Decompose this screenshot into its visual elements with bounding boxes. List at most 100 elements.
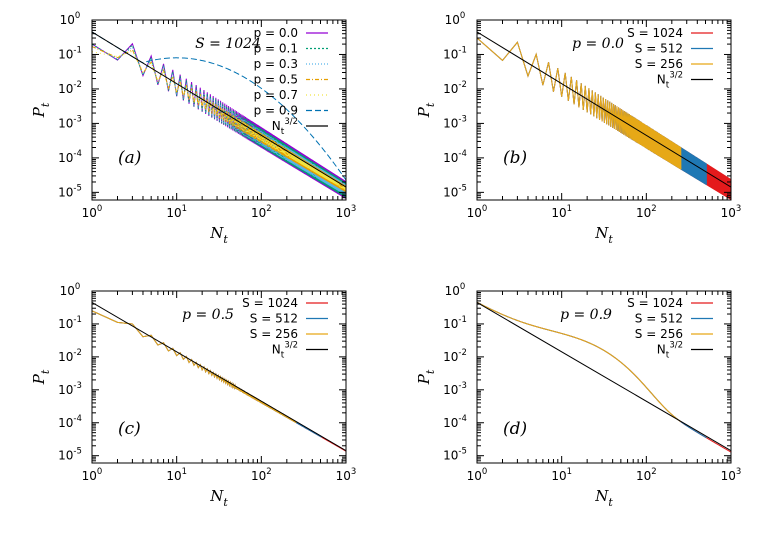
y-axis-label-main: P	[30, 373, 48, 385]
y-axis-label-sub: t	[39, 369, 52, 374]
x-tick-label: 102	[636, 467, 657, 483]
y-tick-base: 10	[60, 284, 75, 298]
panel-curves	[92, 301, 346, 452]
y-tick-exponent: -4	[458, 414, 466, 424]
panel-3: 100 101 102 10310010-110-210-310-410-5NtPtp…	[30, 282, 356, 509]
x-tick-label: 102	[251, 467, 272, 483]
panel-letter: (b)	[503, 148, 527, 168]
x-axis-label-main: N	[594, 224, 609, 242]
panel-letter: (a)	[118, 148, 141, 168]
y-tick-exponent: -3	[73, 114, 81, 124]
legend-label: S = 512	[635, 42, 683, 56]
series-line-s-256	[92, 310, 297, 423]
reference-line	[477, 31, 731, 188]
x-tick-base: 10	[251, 206, 266, 220]
legend-label: Nt3/2	[272, 117, 298, 137]
y-tick-exponent: -4	[458, 149, 466, 159]
y-tick-exponent: -5	[458, 183, 466, 193]
reference-line	[92, 301, 346, 452]
y-tick-base: 10	[58, 416, 73, 430]
x-tick-base: 10	[166, 469, 181, 483]
panel-2: 100 101 102 10310010-110-210-310-410-5NtPtp…	[415, 11, 741, 246]
x-tick-exponent: 0	[482, 204, 487, 214]
y-tick-label: 10-3	[58, 381, 82, 397]
x-tick-label: 103	[336, 467, 357, 483]
x-tick-base: 10	[467, 469, 482, 483]
plot-frame	[476, 290, 732, 464]
y-tick-base: 10	[443, 449, 458, 463]
legend-label: p = 0.9	[254, 104, 298, 118]
x-tick-base: 10	[82, 469, 97, 483]
legend-ref-name: N	[657, 73, 666, 87]
y-tick-label: 10-2	[443, 80, 467, 96]
y-tick-exponent: -3	[458, 114, 466, 124]
x-tick-exponent: 3	[351, 467, 356, 477]
y-tick-exponent: -5	[73, 183, 81, 193]
y-tick-base: 10	[445, 13, 460, 27]
x-tick-exponent: 3	[736, 204, 741, 214]
y-tick-label: 10-3	[58, 114, 82, 130]
x-axis-label: Nt	[594, 224, 613, 246]
y-tick-label: 100	[445, 11, 466, 27]
x-tick-label: 101	[551, 204, 572, 220]
y-tick-label: 10-1	[443, 45, 467, 61]
x-axis-label-sub: t	[223, 496, 228, 509]
x-axis-label: Nt	[209, 487, 228, 509]
panel-letter: (c)	[118, 419, 141, 439]
y-tick-exponent: -3	[458, 381, 466, 391]
y-tick-exponent: -2	[458, 348, 466, 358]
y-axis-label-sub: t	[424, 369, 437, 374]
y-axis-label: Pt	[30, 369, 52, 385]
panel-annotation: S = 1024	[195, 36, 261, 52]
x-tick-base: 10	[467, 206, 482, 220]
legend-label: p = 0.0	[254, 26, 298, 40]
x-tick-base: 10	[721, 469, 736, 483]
series-line-s-256	[477, 301, 682, 423]
x-tick-base: 10	[551, 469, 566, 483]
y-tick-label: 10-4	[58, 414, 82, 430]
reference-line	[92, 31, 346, 188]
y-tick-label: 10-2	[443, 348, 467, 364]
panel-curves	[477, 301, 731, 453]
legend-label: p = 0.3	[254, 57, 298, 71]
y-tick-base: 10	[58, 82, 73, 96]
y-tick-exponent: -1	[73, 315, 81, 325]
y-axis-label: Pt	[415, 369, 437, 385]
legend-label: S = 512	[250, 312, 298, 326]
x-tick-exponent: 1	[567, 467, 572, 477]
legend-label: S = 256	[635, 57, 683, 71]
x-tick-base: 10	[336, 469, 351, 483]
x-tick-exponent: 0	[97, 467, 102, 477]
x-tick-exponent: 1	[182, 467, 187, 477]
legend-label: S = 1024	[627, 296, 683, 310]
y-tick-label: 10-4	[58, 149, 82, 165]
y-tick-base: 10	[443, 151, 458, 165]
x-tick-label: 103	[721, 204, 742, 220]
y-tick-base: 10	[443, 47, 458, 61]
y-tick-exponent: -5	[73, 447, 81, 457]
y-tick-exponent: -3	[73, 381, 81, 391]
legend-label: S = 1024	[242, 296, 298, 310]
y-axis-label-main: P	[415, 373, 433, 385]
x-tick-label: 103	[721, 467, 742, 483]
y-tick-label: 10-1	[58, 315, 82, 331]
y-tick-exponent: -4	[73, 149, 81, 159]
legend-label: S = 256	[250, 327, 298, 341]
series-line-s-256	[477, 37, 682, 170]
panel-annotation: p = 0.9	[560, 307, 612, 323]
y-tick-exponent: 0	[460, 11, 465, 21]
y-tick-base: 10	[58, 383, 73, 397]
legend-label: p = 0.1	[254, 42, 298, 56]
y-tick-exponent: -2	[458, 80, 466, 90]
x-tick-exponent: 0	[482, 467, 487, 477]
legend: p = 0.0 p = 0.1p = 0.3 p = 0.5p = 0.7 p = 0…	[254, 26, 328, 137]
x-tick-exponent: 3	[351, 204, 356, 214]
y-tick-base: 10	[58, 47, 73, 61]
y-tick-exponent: 0	[75, 11, 80, 21]
y-tick-label: 10-2	[58, 80, 82, 96]
reference-line	[477, 301, 731, 452]
legend-ref-sup: 3/2	[284, 341, 298, 351]
y-tick-exponent: -1	[458, 315, 466, 325]
legend-ref-name: N	[272, 343, 281, 357]
